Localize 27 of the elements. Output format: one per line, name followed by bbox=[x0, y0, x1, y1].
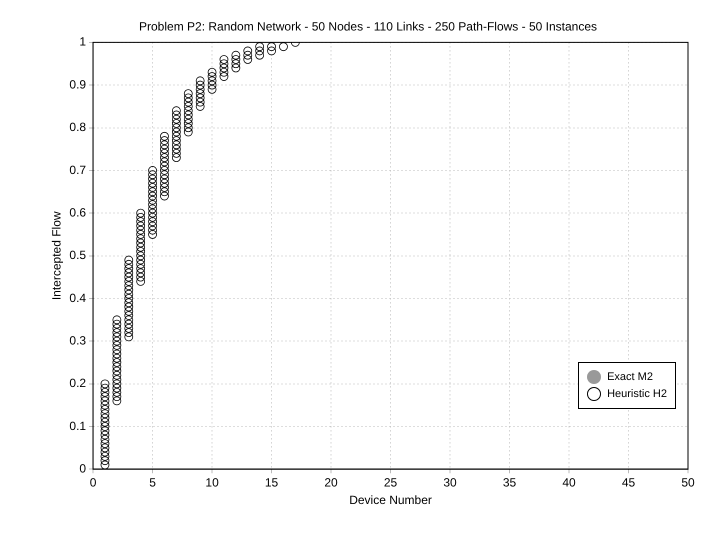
x-tick-label: 30 bbox=[443, 476, 458, 490]
x-tick-label: 5 bbox=[149, 476, 156, 490]
y-tick-label: 0 bbox=[79, 462, 86, 476]
y-tick-label: 0.1 bbox=[69, 418, 86, 433]
y-tick-label: 0.2 bbox=[69, 376, 86, 390]
y-tick-label: 0.8 bbox=[69, 120, 86, 134]
legend-label: Exact M2 bbox=[607, 371, 653, 384]
y-tick-label: 0.4 bbox=[69, 290, 86, 305]
y-tick-label: 0.6 bbox=[69, 205, 86, 220]
y-tick-label: 0.3 bbox=[69, 333, 86, 348]
x-tick-label: 25 bbox=[384, 476, 398, 490]
x-tick-label: 45 bbox=[622, 476, 636, 490]
x-tick-label: 35 bbox=[502, 476, 517, 490]
y-tick-label: 0.5 bbox=[69, 248, 86, 262]
y-tick-label: 0.7 bbox=[69, 162, 86, 177]
chart-title: Problem P2: Random Network - 50 Nodes - 110 Links - 250 Path-Flows - 50 Instances bbox=[139, 20, 597, 34]
x-axis-title: Device Number bbox=[349, 493, 432, 508]
x-tick-label: 20 bbox=[324, 476, 338, 490]
x-tick-label: 0 bbox=[90, 476, 97, 490]
y-tick-label: 1 bbox=[79, 34, 86, 49]
y-axis-title: Intercepted Flow bbox=[50, 211, 64, 300]
x-tick-label: 40 bbox=[562, 476, 576, 490]
x-tick-label: 50 bbox=[681, 476, 695, 490]
legend-label: Heuristic H2 bbox=[607, 388, 667, 400]
y-tick-label: 0.9 bbox=[69, 77, 86, 92]
x-tick-label: 10 bbox=[205, 476, 220, 490]
x-tick-label: 15 bbox=[264, 476, 279, 490]
